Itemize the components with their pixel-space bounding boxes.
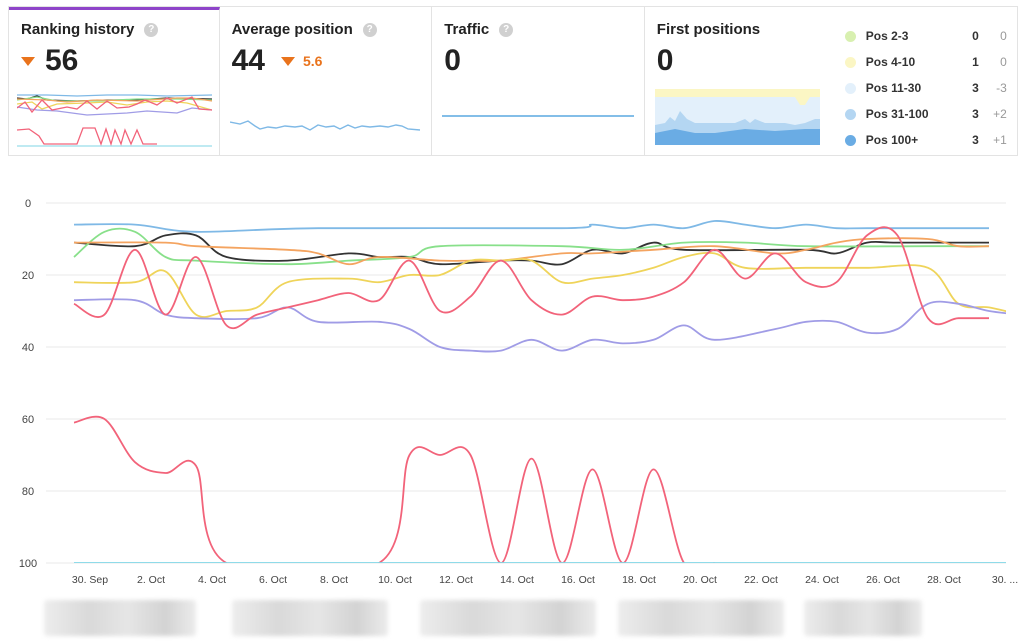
help-icon[interactable]: ?: [362, 22, 377, 37]
y-tick-label: 80: [22, 486, 34, 498]
x-tick-label: 30. Sep: [72, 574, 108, 586]
ranking-history-value: 56: [45, 44, 79, 77]
x-tick-label: 6. Oct: [259, 574, 287, 586]
y-tick-label: 60: [22, 414, 34, 426]
x-tick-label: 10. Oct: [378, 574, 412, 586]
legend-row: Pos 2-3 0 0: [844, 23, 1007, 49]
first-positions-title: First positions: [656, 21, 761, 38]
x-tick-label: 28. Oct: [927, 574, 961, 586]
y-tick-label: 40: [22, 342, 34, 354]
legend-row: Pos 100+ 3 +1: [844, 127, 1007, 153]
x-tick-label: 30. ...: [992, 574, 1018, 586]
x-tick-label: 22. Oct: [744, 574, 778, 586]
series-line: [73, 415, 715, 563]
tab-traffic[interactable]: Traffic ? 0: [432, 7, 645, 155]
legend-dot: [844, 56, 856, 68]
legend-change: 0: [1000, 55, 1007, 69]
series-line: [73, 226, 989, 330]
legend-change: +2: [993, 107, 1007, 121]
card-value: 56: [21, 44, 207, 78]
y-tick-label: 20: [22, 270, 34, 282]
x-tick-label: 18. Oct: [622, 574, 656, 586]
legend-dot: [844, 108, 856, 120]
series-line: [73, 220, 989, 233]
ranking-history-chart: 0 20 40 60 80 100 30. Sep 2. Oct 4. Oct 6. Oct 8. …: [19, 198, 1018, 586]
card-value: 44 5.6: [232, 44, 420, 78]
card-title: Traffic ?: [444, 21, 632, 38]
tab-average-position[interactable]: Average position ? 44 5.6: [220, 7, 433, 155]
card-title: Average position ?: [232, 21, 420, 38]
legend-count: 3: [972, 133, 979, 147]
traffic-title: Traffic: [444, 21, 490, 38]
series-line: [73, 237, 990, 266]
legend-dot: [844, 30, 856, 42]
legend-change: 0: [1000, 29, 1007, 43]
legend-label: Pos 11-30: [865, 81, 922, 95]
legend-count: 3: [972, 81, 979, 95]
average-position-sparkline: [229, 120, 420, 131]
x-tick-label: 20. Oct: [683, 574, 717, 586]
tab-first-positions[interactable]: First positions 0 Pos 2-3 0 0 Pos 4-10 1…: [645, 7, 1017, 155]
card-title: Ranking history ?: [21, 21, 207, 38]
legend-label: Pos 4-10: [865, 55, 916, 69]
x-tick-label: 4. Oct: [198, 574, 226, 586]
series-chip[interactable]: [44, 600, 196, 636]
legend-label: Pos 2-3: [865, 29, 909, 43]
y-tick-label: 0: [25, 198, 31, 210]
legend-dot: [844, 134, 856, 146]
down-arrow-icon: [280, 56, 295, 66]
series-chip[interactable]: [618, 600, 784, 636]
legend-change: +1: [993, 133, 1007, 147]
x-tick-label: 24. Oct: [805, 574, 839, 586]
legend-row: Pos 31-100 3 +2: [844, 101, 1007, 127]
first-positions-value: 0: [656, 44, 674, 77]
legend-count: 1: [972, 55, 979, 69]
first-positions-legend: Pos 2-3 0 0 Pos 4-10 1 0 Pos 11-30 3 -3 …: [844, 23, 1007, 153]
down-arrow-icon: [21, 56, 35, 66]
tab-ranking-history[interactable]: Ranking history ? 56: [9, 7, 220, 155]
average-position-delta: 5.6: [280, 53, 323, 69]
legend-row: Pos 11-30 3 -3: [844, 75, 1007, 101]
traffic-value: 0: [444, 44, 461, 77]
series-chip[interactable]: [804, 600, 922, 636]
series-line: [73, 227, 989, 266]
ranking-history-sparkline: [17, 94, 212, 147]
legend-count: 3: [972, 107, 979, 121]
x-tick-label: 2. Oct: [137, 574, 165, 586]
card-value: 0: [657, 44, 1005, 78]
legend-label: Pos 100+: [865, 133, 919, 147]
legend-label: Pos 31-100: [865, 107, 929, 121]
legend-change: -3: [996, 81, 1007, 95]
series-line: [73, 298, 1006, 353]
average-position-title: Average position: [231, 21, 353, 38]
series-chip[interactable]: [232, 600, 388, 636]
x-tick-label: 8. Oct: [320, 574, 348, 586]
series-line: [73, 251, 1006, 318]
help-icon[interactable]: ?: [144, 22, 159, 37]
help-icon[interactable]: ?: [499, 22, 514, 37]
series-chip[interactable]: [420, 600, 596, 636]
traffic-sparkline: [442, 115, 635, 117]
legend-dot: [844, 82, 856, 94]
first-positions-area-chart: [654, 89, 820, 145]
legend-count: 0: [972, 29, 979, 43]
average-position-delta-value: 5.6: [302, 53, 323, 69]
x-tick-label: 26. Oct: [866, 574, 900, 586]
legend-row: Pos 4-10 1 0: [844, 49, 1007, 75]
x-tick-label: 14. Oct: [500, 574, 534, 586]
y-tick-label: 100: [19, 558, 37, 570]
average-position-value: 44: [231, 44, 265, 77]
card-value: 0: [444, 44, 632, 78]
x-tick-label: 12. Oct: [439, 574, 473, 586]
card-title: First positions: [657, 21, 1005, 38]
x-tick-label: 16. Oct: [561, 574, 595, 586]
metric-cards: Ranking history ? 56 Average position ? …: [8, 6, 1018, 156]
ranking-history-title: Ranking history: [21, 21, 135, 38]
